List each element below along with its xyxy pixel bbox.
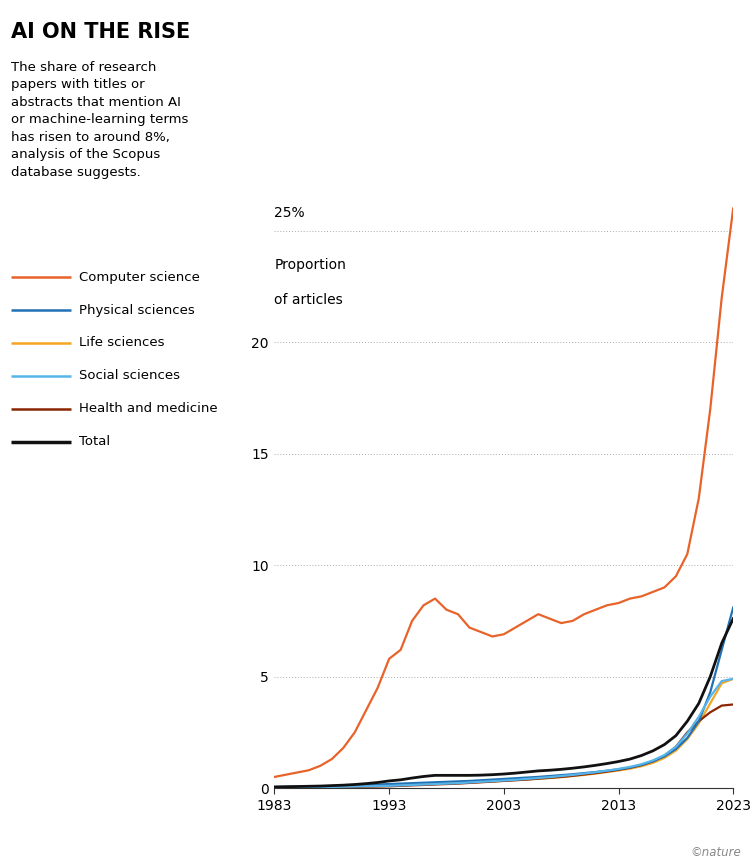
Text: The share of research
papers with titles or
abstracts that mention AI
or machine: The share of research papers with titles… xyxy=(11,61,189,178)
Text: Life sciences: Life sciences xyxy=(79,336,165,350)
Text: ©nature: ©nature xyxy=(690,846,741,859)
Text: Health and medicine: Health and medicine xyxy=(79,402,217,416)
Text: of articles: of articles xyxy=(274,294,343,307)
Text: 25%: 25% xyxy=(274,205,305,220)
Text: Physical sciences: Physical sciences xyxy=(79,303,195,317)
Text: Proportion: Proportion xyxy=(274,257,347,272)
Text: Total: Total xyxy=(79,435,110,449)
Text: Computer science: Computer science xyxy=(79,270,200,284)
Text: Social sciences: Social sciences xyxy=(79,369,180,383)
Text: AI ON THE RISE: AI ON THE RISE xyxy=(11,22,190,42)
